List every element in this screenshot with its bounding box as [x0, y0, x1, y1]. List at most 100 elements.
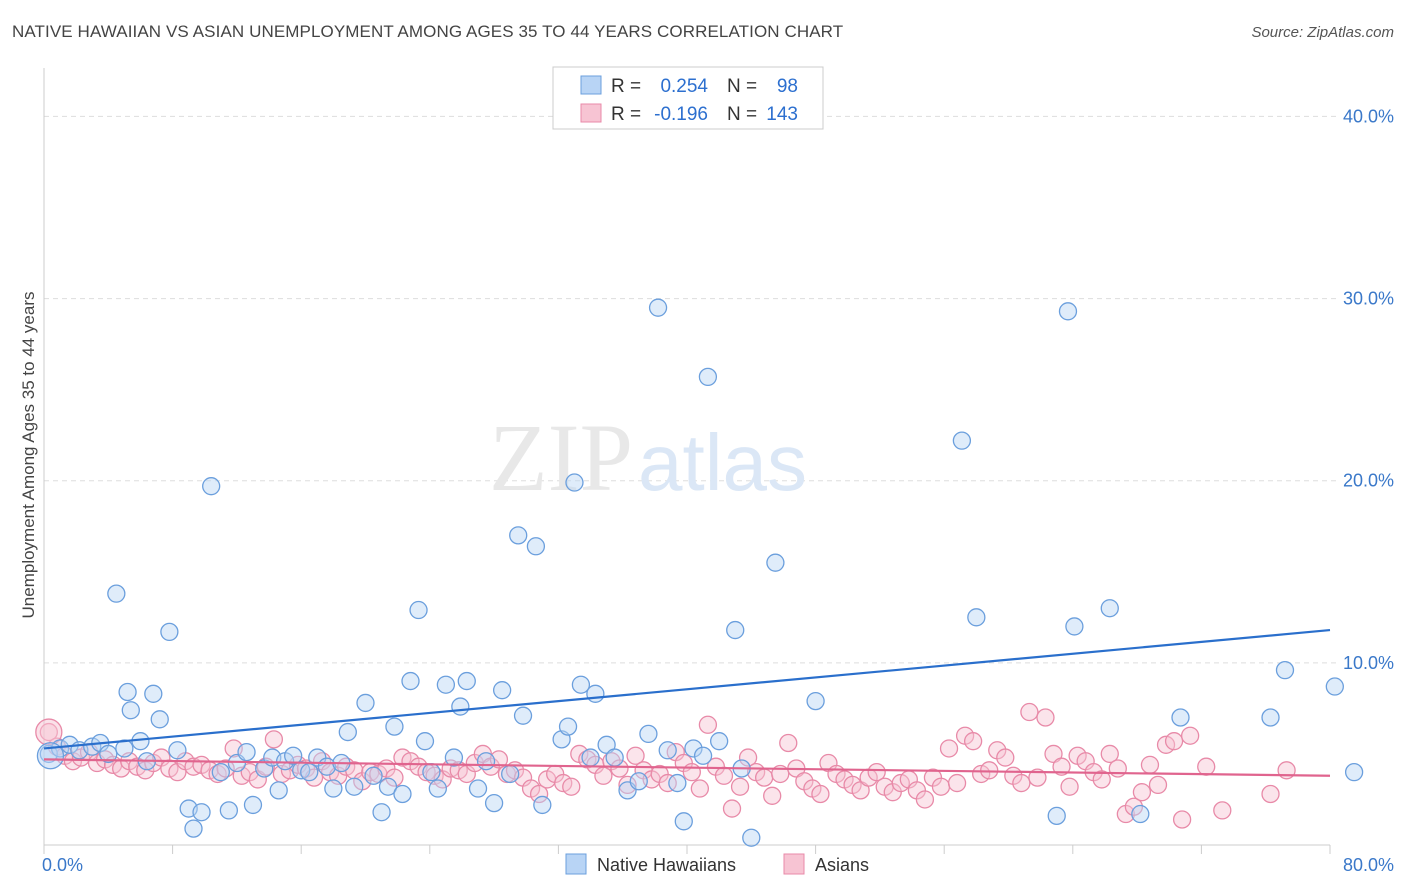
x-tick-label: 0.0%: [42, 855, 83, 875]
asian-point: [1124, 797, 1144, 816]
axes: [43, 68, 1331, 854]
tick-labels: 10.0% 20.0% 30.0% 40.0% 0.0% 80.0%: [42, 106, 1394, 875]
native-hawaiian-point: [565, 473, 584, 492]
series-legend-asian-label: Asians: [815, 855, 869, 875]
native-hawaiian-point: [698, 367, 718, 387]
asian-point: [714, 766, 734, 785]
native-hawaiian-point: [1131, 804, 1150, 824]
asian-point: [658, 773, 677, 793]
asian-point: [1012, 773, 1031, 793]
native-hawaiian-point: [107, 584, 126, 603]
asian-point: [264, 730, 284, 749]
native-hawaiian-point: [192, 803, 211, 822]
asian-point: [939, 739, 959, 758]
legend-n-value-1: 98: [777, 76, 798, 97]
watermark-atlas: atlas: [638, 418, 807, 507]
native-hawaiian-point: [372, 803, 391, 822]
asian-point: [1164, 732, 1184, 751]
asian-point: [1213, 801, 1232, 820]
native-hawaiian-point: [356, 693, 375, 713]
native-hawaiian-point: [415, 732, 435, 751]
native-hawaiian-point: [967, 608, 986, 627]
native-hawaiian-point: [1261, 708, 1280, 727]
native-hawaiian-point: [1065, 617, 1084, 636]
legend-native-swatch: [580, 75, 602, 95]
native-hawaiian-point: [345, 777, 364, 796]
asian-point: [698, 715, 718, 734]
native-hawaiian-point: [1325, 677, 1344, 696]
native-hawaiian-point: [484, 793, 504, 813]
native-hawaiian-point: [409, 600, 428, 620]
native-hawaiian-point: [243, 795, 263, 815]
native-hawaiian-point: [658, 741, 677, 760]
native-hawaiian-point: [571, 675, 591, 694]
native-hawaiian-point: [492, 681, 512, 700]
native-hawaiian-point: [237, 742, 256, 762]
native-hawaiian-point: [160, 622, 179, 642]
native-hawaiian-point: [385, 717, 404, 736]
asian-point: [996, 748, 1015, 767]
native-hawaiian-point: [1275, 660, 1295, 680]
native-hawaiian-point: [150, 710, 169, 729]
asian-point: [626, 746, 645, 765]
legend-asian-swatch: [580, 103, 602, 123]
native-hawaiian-point: [693, 746, 713, 765]
native-hawaiian-point: [526, 537, 546, 556]
asian-point: [1036, 708, 1055, 727]
native-hawaiian-point: [605, 748, 624, 767]
native-hawaiian-point: [378, 777, 398, 796]
asian-point: [947, 773, 967, 793]
native-hawaiian-point: [1058, 302, 1078, 321]
native-hawaiian-point: [457, 671, 476, 691]
asian-point: [738, 748, 758, 767]
asian-point: [562, 777, 581, 796]
legend-n-label-1: N =: [727, 76, 757, 97]
native-hawaiian-point: [211, 762, 230, 782]
series-legend: Native Hawaiians Asians: [565, 853, 869, 875]
native-hawaiian-point: [1171, 708, 1190, 727]
native-hawaiian-points: [36, 298, 1364, 847]
native-hawaiian-point: [428, 779, 447, 798]
legend-n-value-2: 143: [766, 104, 798, 125]
native-hawaiian-point: [674, 812, 693, 831]
legend-r-label-2: R =: [611, 104, 641, 125]
asian-point: [730, 777, 750, 796]
native-hawaiian-point: [168, 741, 187, 760]
native-hawaiian-point: [99, 744, 118, 764]
asian-point: [722, 799, 742, 818]
native-hawaiian-point: [184, 819, 203, 838]
native-hawaiian-point: [684, 739, 703, 758]
watermark-zip: ZIP: [489, 404, 633, 511]
native-hawaiian-point: [284, 746, 303, 765]
asian-point: [1052, 757, 1071, 776]
native-hawaiian-point: [121, 701, 140, 720]
native-hawaiian-point: [269, 781, 288, 800]
native-hawaiian-point: [668, 773, 687, 793]
asian-point: [1092, 770, 1111, 789]
native-hawaiian-point: [436, 675, 456, 694]
asian-point: [915, 790, 935, 809]
asian-point: [1172, 810, 1192, 829]
y-tick-label: 40.0%: [1343, 106, 1394, 126]
asian-point: [385, 768, 404, 787]
native-hawaiian-point: [558, 717, 578, 736]
asian-point: [931, 777, 951, 796]
y-tick-label: 10.0%: [1343, 653, 1394, 673]
native-hawaiian-point: [710, 732, 729, 751]
native-hawaiian-point: [118, 682, 137, 702]
asian-point: [690, 779, 710, 798]
native-hawaiian-point: [509, 526, 528, 545]
native-hawaiian-point: [952, 431, 972, 450]
native-hawaiian-point: [451, 697, 470, 716]
legend: R = 0.254 N = 98 R = -0.196 N = 143: [552, 66, 824, 130]
native-hawaiian-point: [338, 722, 357, 742]
asian-point: [1140, 755, 1160, 775]
asian-point: [755, 768, 774, 787]
y-axis-title: Unemployment Among Ages 35 to 44 years: [19, 292, 38, 619]
asian-point: [1100, 744, 1119, 764]
native-hawaiian-point: [401, 671, 420, 691]
asian-point: [1180, 726, 1200, 745]
native-hawaiian-point: [1344, 762, 1364, 782]
asian-point: [1132, 783, 1152, 802]
